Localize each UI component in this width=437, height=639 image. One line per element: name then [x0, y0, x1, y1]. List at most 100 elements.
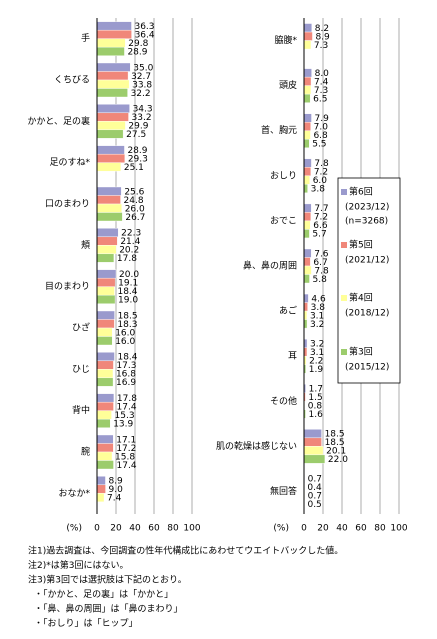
category-label: その他 [270, 395, 297, 407]
category-label: 頬 [81, 239, 90, 251]
value-label: 6.6 [313, 221, 328, 231]
bar [96, 336, 113, 346]
legend-label: 第4回 [349, 292, 373, 304]
value-label: 0.8 [308, 402, 323, 412]
value-label: 13.9 [113, 419, 133, 429]
bar [96, 29, 132, 39]
legend-period: (2018/12) [345, 309, 389, 319]
bar [96, 277, 116, 287]
bar [303, 248, 312, 258]
value-label: 8.2 [315, 24, 329, 34]
value-label: 3.1 [310, 311, 324, 321]
value-label: 19.0 [118, 295, 138, 305]
x-tick-label: 80 [374, 524, 386, 534]
legend-swatch [341, 349, 347, 355]
bar [303, 93, 311, 103]
value-label: 5.5 [312, 139, 326, 149]
bar [96, 294, 116, 304]
bar [303, 23, 312, 33]
value-label: 1.9 [309, 365, 324, 375]
category-label: 無回答 [270, 485, 297, 497]
category-label: 首、胸元 [261, 124, 297, 136]
category-label: 目のまわり [45, 281, 90, 292]
value-label: 0.7 [308, 492, 322, 502]
note: 注3)第3回では選択肢は下記のとおり。 [28, 574, 187, 586]
bar [96, 352, 115, 362]
value-label: 21.4 [120, 237, 140, 247]
legend-swatch [341, 189, 347, 195]
bar [96, 203, 122, 213]
bar [303, 167, 312, 177]
bar [96, 112, 129, 122]
bar [96, 186, 122, 196]
x-tick-label: 0 [301, 524, 307, 534]
bar [303, 139, 310, 148]
value-label: 25.1 [124, 163, 144, 173]
bar [96, 286, 115, 296]
bar [96, 236, 118, 246]
bar [303, 274, 310, 284]
bar [96, 460, 114, 470]
legend-box [337, 177, 401, 384]
legend-label: 第6回 [349, 186, 373, 198]
value-label: 20.0 [119, 270, 139, 280]
value-label: 6.8 [313, 131, 328, 141]
bar [96, 21, 132, 31]
x-tick-label: 80 [167, 524, 179, 534]
x-tick-label: 60 [355, 524, 367, 534]
bar [96, 245, 117, 255]
bar [96, 410, 112, 420]
note: 注1)過去調査は、今回調査の性年代構成比にあわせてウエイトバックした値。 [28, 545, 343, 557]
bar [96, 104, 130, 114]
value-label: 28.9 [127, 146, 147, 156]
bar [96, 145, 125, 155]
x-axis-label: (%) [66, 524, 82, 534]
value-label: 17.1 [116, 435, 136, 445]
bar [303, 158, 312, 168]
value-label: 20.1 [326, 447, 346, 457]
value-label: 6.7 [313, 258, 327, 268]
value-label: 7.6 [314, 249, 329, 259]
value-label: 1.5 [308, 393, 322, 403]
value-label: 29.8 [128, 39, 148, 49]
legend-period: (2023/12) [345, 203, 389, 213]
value-label: 7.0 [314, 122, 329, 132]
value-label: 6.0 [313, 176, 328, 186]
bar [96, 319, 115, 329]
value-label: 0.4 [307, 483, 322, 493]
value-label: 27.5 [126, 130, 146, 140]
value-label: 18.3 [117, 320, 137, 330]
value-label: 7.4 [107, 494, 122, 504]
x-tick-label: 20 [317, 524, 329, 534]
bar [303, 454, 326, 464]
value-label: 7.3 [314, 86, 328, 96]
legend-period: (2021/12) [345, 256, 389, 266]
legend-note: (n=3268) [345, 217, 388, 227]
value-label: 7.9 [315, 114, 330, 124]
value-label: 29.3 [128, 154, 148, 164]
value-label: 8.9 [315, 32, 330, 42]
x-tick-label: 60 [148, 524, 160, 534]
value-label: 7.7 [314, 204, 328, 214]
bar [96, 476, 106, 486]
value-label: 33.2 [132, 113, 152, 123]
bar [303, 212, 312, 222]
value-label: 8.9 [108, 477, 123, 487]
category-label: 背中 [72, 404, 90, 416]
value-label: 3.8 [311, 303, 326, 313]
x-tick-label: 100 [183, 524, 200, 534]
value-label: 17.8 [117, 254, 137, 264]
value-label: 7.2 [314, 213, 328, 223]
value-label: 18.5 [325, 430, 345, 440]
bar [303, 175, 310, 185]
value-label: 8.0 [315, 69, 330, 79]
bar [96, 79, 130, 89]
value-label: 7.8 [314, 159, 329, 169]
value-label: 18.4 [117, 353, 137, 363]
bar [96, 162, 122, 172]
bar [303, 265, 312, 275]
bar [96, 253, 115, 263]
category-label: 足のすね* [49, 157, 90, 168]
value-label: 22.0 [328, 455, 348, 465]
